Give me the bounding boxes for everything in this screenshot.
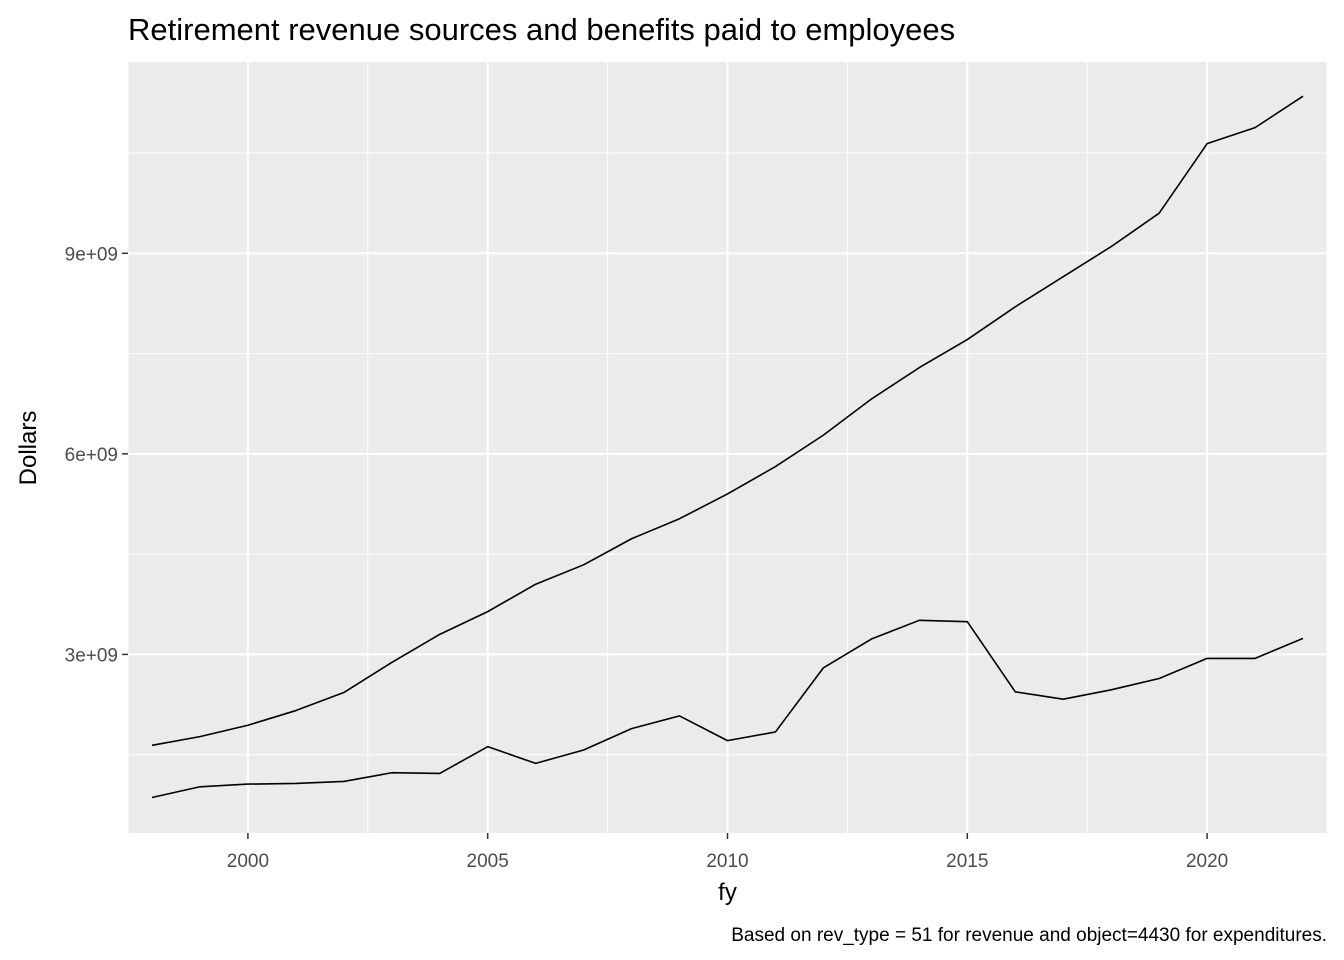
y-axis-title: Dollars — [15, 411, 42, 486]
chart-caption: Based on rev_type = 51 for revenue and o… — [731, 925, 1327, 946]
x-axis-ticks: 2000 2005 2010 2015 2020 — [227, 833, 1228, 872]
y-tick-label: 6e+09 — [65, 445, 118, 466]
chart-title: Retirement revenue sources and benefits … — [128, 12, 955, 47]
y-axis-ticks: 3e+09 6e+09 9e+09 — [65, 244, 128, 666]
y-tick-label: 9e+09 — [65, 244, 118, 265]
x-tick-label: 2000 — [227, 851, 269, 872]
x-tick-label: 2020 — [1186, 851, 1228, 872]
x-axis-title: fy — [718, 879, 737, 906]
y-tick-label: 3e+09 — [65, 645, 118, 666]
x-tick-label: 2015 — [946, 851, 988, 872]
x-tick-label: 2005 — [467, 851, 509, 872]
x-tick-label: 2010 — [706, 851, 748, 872]
